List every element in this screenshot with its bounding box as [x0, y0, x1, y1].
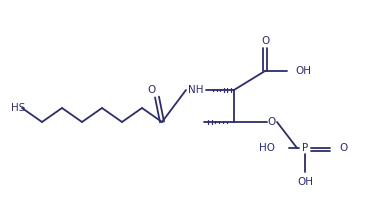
Text: O: O	[261, 36, 269, 46]
Text: P: P	[302, 143, 308, 153]
Text: O: O	[268, 117, 276, 127]
Text: HO: HO	[259, 143, 275, 153]
Text: O: O	[339, 143, 347, 153]
Text: NH: NH	[188, 85, 204, 95]
Text: O: O	[148, 85, 156, 95]
Text: OH: OH	[295, 66, 311, 76]
Text: HS: HS	[11, 103, 26, 113]
Text: OH: OH	[297, 177, 313, 187]
